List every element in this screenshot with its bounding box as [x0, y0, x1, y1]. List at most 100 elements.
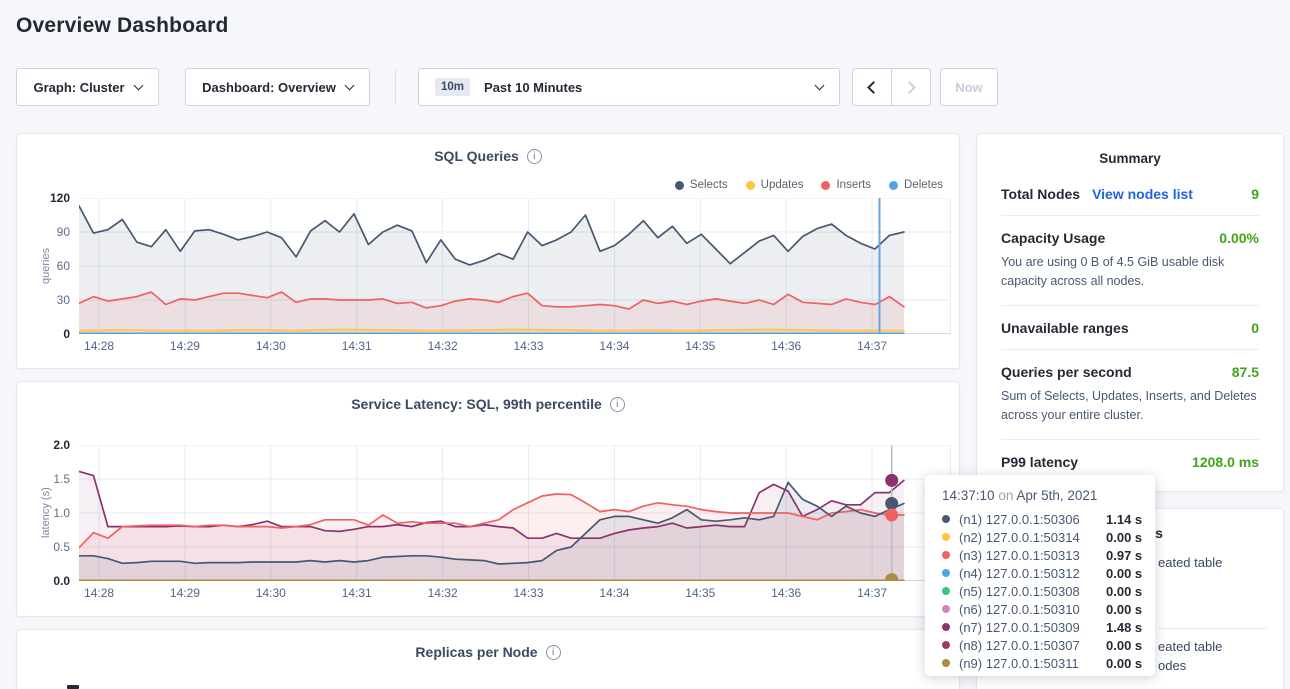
dashboard-dropdown[interactable]: Dashboard: Overview: [185, 68, 370, 106]
event-item[interactable]: eated table: [1158, 639, 1223, 654]
event-item[interactable]: odes: [1158, 658, 1187, 673]
node-latency-value: 0.00 s: [1106, 655, 1143, 671]
view-nodes-list-link[interactable]: View nodes list: [1092, 186, 1193, 202]
node-color-dot-icon: [942, 533, 950, 541]
sql-queries-plot[interactable]: 0 30 60 90 120 14:28 14:29 14:30 14:31 14:32 14:33…: [50, 191, 951, 353]
p99-latency-value: 1208.0 ms: [1192, 453, 1259, 470]
chart-title: Replicas per Node: [415, 644, 538, 660]
time-range-dropdown[interactable]: 10m Past 10 Minutes: [418, 68, 840, 106]
x-axis-tick-label: 14:35: [685, 586, 716, 600]
page-title: Overview Dashboard: [16, 14, 229, 37]
sql-latency-card: Service Latency: SQL, 99th percentile i …: [16, 381, 960, 617]
y-axis-tick-label: 30: [56, 293, 70, 307]
y-axis-tick-label: 1.0: [53, 506, 70, 520]
info-icon[interactable]: i: [526, 148, 542, 164]
chevron-left-icon: [867, 80, 880, 94]
y-axis-tick-label: 60: [56, 259, 70, 273]
tooltip-timestamp: 14:37:10 on Apr 5th, 2021: [942, 488, 1098, 503]
x-axis-tick-label: 14:32: [427, 586, 458, 600]
tooltip-node-row: (n1) 127.0.0.1:50306 1.14 s: [942, 510, 1155, 528]
tooltip-node-row: (n5) 127.0.0.1:50308 0.00 s: [942, 582, 1155, 600]
legend-item-inserts[interactable]: Inserts: [821, 179, 871, 191]
p99-latency-label: P99 latency: [1001, 453, 1079, 470]
now-button[interactable]: Now: [940, 68, 998, 106]
summary-row-p99: P99 latency 1208.0 ms: [1001, 440, 1259, 483]
legend-label: Updates: [760, 179, 804, 191]
tooltip-rows: (n1) 127.0.0.1:50306 1.14 s (n2) 127.0.0.1…: [942, 510, 1155, 672]
node-address: (n5) 127.0.0.1:50308: [959, 583, 1080, 599]
x-axis-tick-label: 14:31: [341, 339, 372, 353]
tooltip-node-row: (n4) 127.0.0.1:50312 0.00 s: [942, 564, 1155, 582]
node-latency-value: 0.00 s: [1106, 601, 1143, 617]
node-color-dot-icon: [942, 641, 950, 649]
node-color-dot-icon: [942, 605, 950, 613]
chevron-right-icon: [903, 80, 916, 94]
chevron-down-icon: [133, 80, 143, 90]
node-address: (n1) 127.0.0.1:50306: [959, 511, 1080, 527]
x-axis-tick-label: 14:37: [857, 586, 888, 600]
x-axis-tick-label: 14:28: [84, 339, 115, 353]
legend-item-updates[interactable]: Updates: [745, 179, 804, 191]
info-icon[interactable]: i: [545, 644, 561, 660]
chart-legend: Selects Updates Inserts Deletes: [674, 179, 943, 191]
qps-value: 87.5: [1231, 363, 1259, 380]
time-next-button[interactable]: [891, 68, 931, 106]
total-nodes-label: Total Nodes: [1001, 186, 1081, 202]
node-color-dot-icon: [942, 623, 950, 631]
x-axis-tick-label: 14:37: [857, 339, 888, 353]
sql-latency-plot[interactable]: 0.0 0.5 1.0 1.5 2.0 14:28 14:29 14:30 14:31 14:32…: [53, 438, 951, 600]
node-address: (n4) 127.0.0.1:50312: [959, 565, 1080, 581]
x-axis-tick-label: 14:34: [599, 586, 630, 600]
x-axis-tick-label: 14:32: [427, 339, 458, 353]
chevron-down-icon: [344, 80, 355, 90]
event-item[interactable]: eated table: [1158, 555, 1223, 570]
time-prev-button[interactable]: [852, 68, 892, 106]
y-axis-tick-label: 0.0: [53, 574, 70, 588]
x-axis-tick-label: 14:29: [169, 339, 200, 353]
y-axis-label: latency (s): [40, 487, 52, 539]
legend-dot-icon: [674, 180, 684, 190]
legend-item-deletes[interactable]: Deletes: [889, 179, 943, 191]
node-address: (n9) 127.0.0.1:50311: [959, 655, 1079, 671]
node-color-dot-icon: [942, 551, 950, 559]
summary-row-capacity: Capacity Usage 0.00% You are using 0 B o…: [1001, 216, 1259, 306]
graph-dropdown[interactable]: Graph: Cluster: [16, 68, 159, 106]
node-color-dot-icon: [942, 515, 950, 523]
summary-panel: Summary Total Nodes View nodes list 9 Ca…: [976, 133, 1284, 492]
summary-row-qps: Queries per second 87.5 Sum of Selects, …: [1001, 350, 1259, 440]
y-axis-tick-label: 90: [56, 225, 70, 239]
y-axis-tick-label: 1.5: [53, 472, 70, 486]
y-axis-tick-label: 0: [63, 327, 70, 341]
x-axis-tick-label: 14:31: [341, 586, 372, 600]
qps-description: Sum of Selects, Updates, Inserts, and De…: [1001, 388, 1257, 423]
tooltip-node-row: (n9) 127.0.0.1:50311 0.00 s: [942, 654, 1155, 672]
legend-item-selects[interactable]: Selects: [674, 179, 728, 191]
x-axis-tick-label: 14:35: [685, 339, 716, 353]
legend-label: Deletes: [904, 179, 943, 191]
time-nav-group: [852, 68, 931, 106]
summary-row-unavailable: Unavailable ranges 0: [1001, 306, 1259, 350]
y-axis-tick-label: 0.5: [53, 540, 70, 554]
summary-title: Summary: [1099, 151, 1161, 166]
chart-title: Service Latency: SQL, 99th percentile: [351, 396, 602, 412]
y-axis-tick-label: 120: [49, 191, 70, 205]
x-axis-tick-label: 14:28: [84, 586, 115, 600]
chart-title: SQL Queries: [434, 148, 519, 164]
node-address: (n7) 127.0.0.1:50309: [959, 619, 1080, 635]
legend-dot-icon: [821, 180, 831, 190]
unavailable-ranges-value: 0: [1251, 319, 1259, 336]
time-range-label: Past 10 Minutes: [484, 79, 583, 95]
legend-dot-icon: [745, 180, 755, 190]
node-address: (n6) 127.0.0.1:50310: [959, 601, 1080, 617]
capacity-description: You are using 0 B of 4.5 GiB usable disk…: [1001, 255, 1225, 289]
info-icon[interactable]: i: [609, 396, 625, 412]
chart-hover-tooltip: 14:37:10 on Apr 5th, 2021 (n1) 127.0.0.1…: [925, 475, 1155, 676]
x-axis-tick-label: 14:29: [169, 586, 200, 600]
clipped-axis-tick: [67, 685, 79, 689]
time-range-badge: 10m: [435, 78, 471, 96]
node-latency-value: 0.00 s: [1106, 637, 1143, 653]
node-address: (n2) 127.0.0.1:50314: [959, 529, 1080, 545]
chevron-down-icon: [814, 80, 825, 90]
unavailable-ranges-label: Unavailable ranges: [1001, 319, 1129, 336]
